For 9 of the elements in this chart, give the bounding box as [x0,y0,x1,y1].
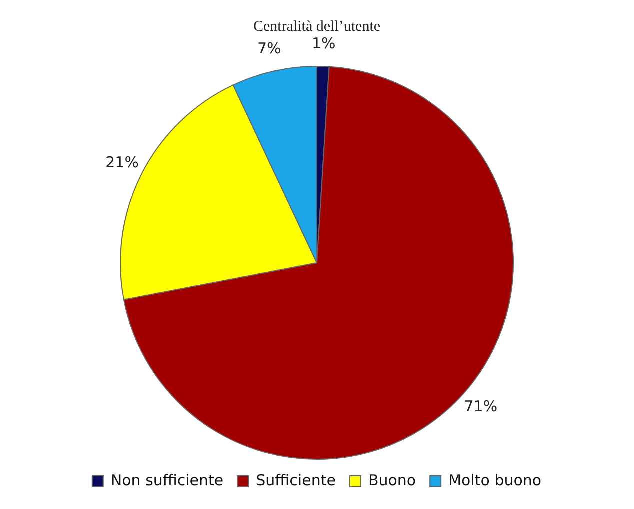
data-label: 71% [464,397,498,416]
legend-label: Molto buono [448,471,542,490]
legend-label: Sufficiente [256,471,336,490]
data-label: 7% [257,40,282,58]
data-label: 1% [312,34,336,52]
chart-title: Centralità dell’utente [253,18,381,35]
legend-label: Buono [368,471,416,490]
legend-label: Non sufficiente [110,471,224,490]
data-label: 21% [106,154,139,172]
